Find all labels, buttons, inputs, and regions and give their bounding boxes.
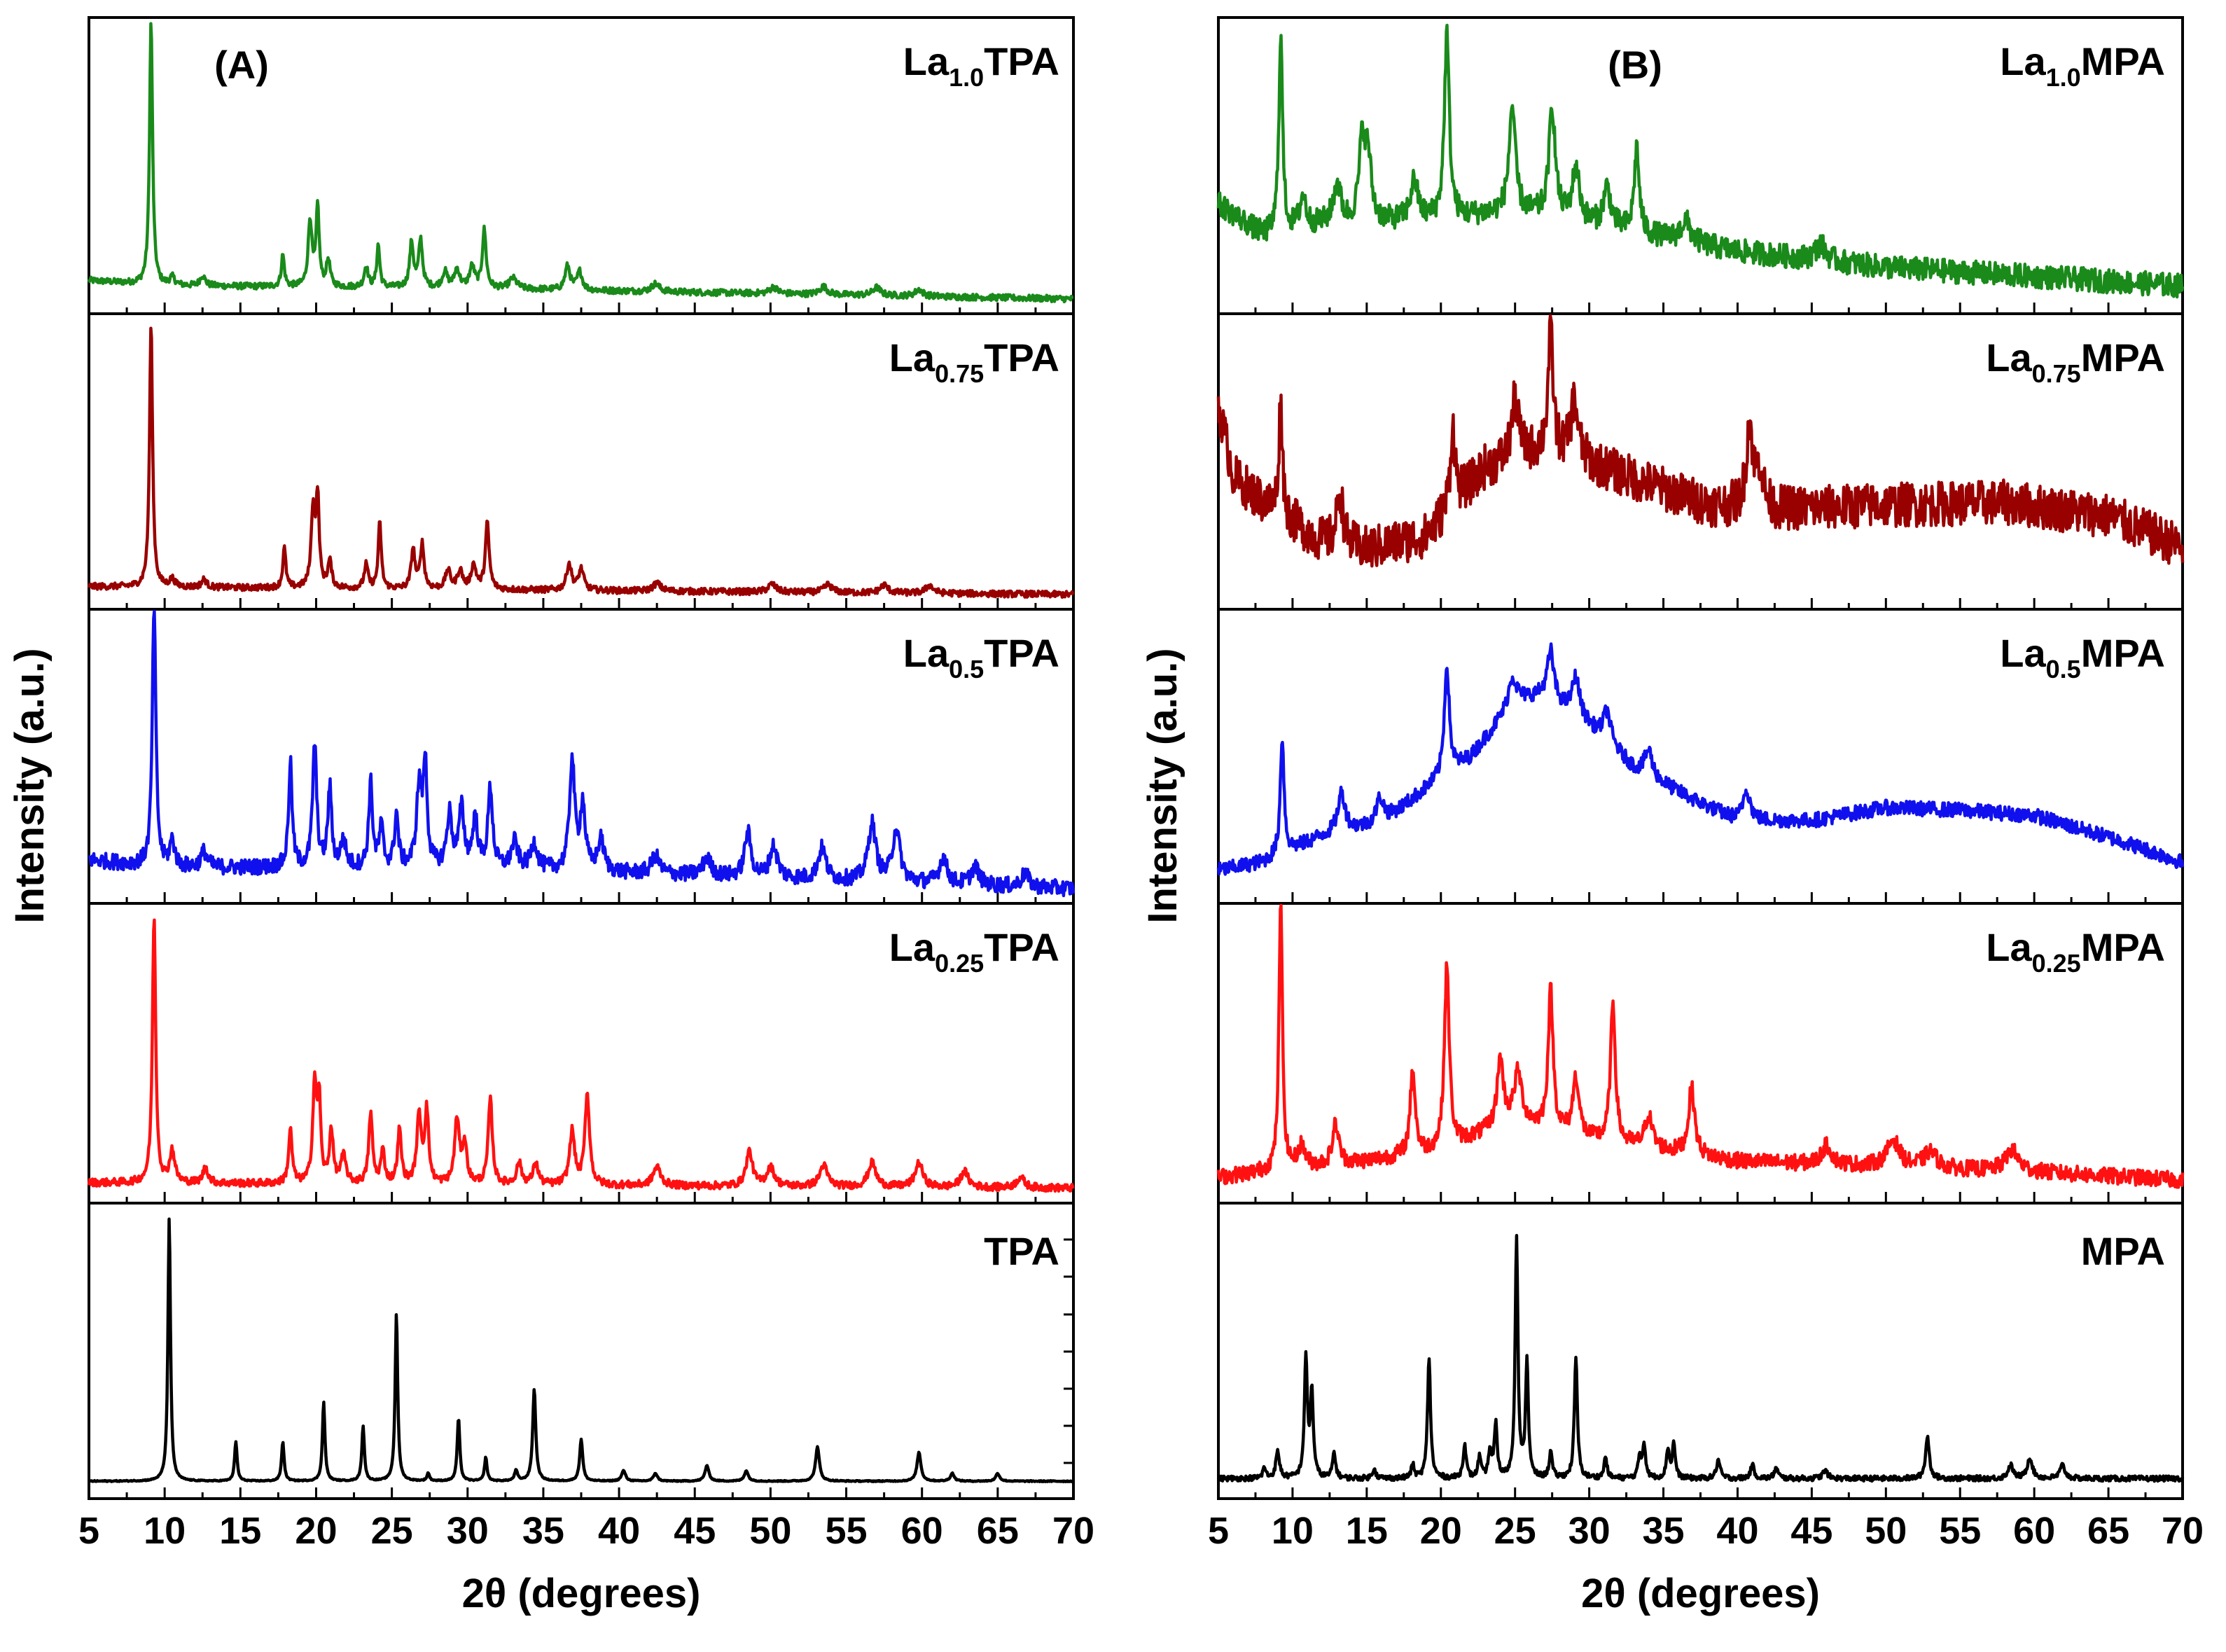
series-label: La1.0TPA (903, 39, 1059, 92)
panel-label: (A) (214, 43, 269, 87)
series-line-La0.75MPA (1216, 314, 2185, 568)
x-tick-label: 30 (447, 1510, 489, 1552)
x-tick-label: 30 (1568, 1510, 1611, 1552)
series-label: La0.75MPA (1986, 335, 2165, 388)
series-label: La0.25TPA (889, 925, 1059, 978)
series-line-La0.5MPA (1216, 642, 2185, 876)
x-tick-label: 70 (1052, 1510, 1094, 1552)
series-line-La0.75TPA (87, 326, 1075, 599)
series-line-La0.25MPA (1216, 903, 2185, 1189)
series-label: TPA (984, 1229, 1059, 1273)
series-label: La0.25MPA (1986, 925, 2165, 978)
x-tick-label: 55 (825, 1510, 867, 1552)
x-tick-label: 40 (1716, 1510, 1758, 1552)
series-line-La1.0MPA (1216, 23, 2185, 299)
x-tick-label: 5 (78, 1510, 99, 1552)
x-tick-label: 20 (295, 1510, 337, 1552)
x-tick-label: 65 (977, 1510, 1019, 1552)
x-axis-label: 2θ (degrees) (462, 1571, 701, 1616)
x-tick-label: 35 (522, 1510, 564, 1552)
series-label: La0.5MPA (2000, 631, 2165, 683)
series-line-La0.25TPA (87, 918, 1075, 1193)
series-line-TPA (88, 1217, 1075, 1484)
x-tick-label: 25 (1494, 1510, 1536, 1552)
series-line-MPA (1216, 1233, 2185, 1483)
x-axis-label: 2θ (degrees) (1581, 1571, 1820, 1616)
x-tick-label: 50 (749, 1510, 791, 1552)
x-tick-label: 50 (1865, 1510, 1907, 1552)
plot-frame (88, 16, 1075, 1500)
x-tick-label: 35 (1642, 1510, 1684, 1552)
series-label: MPA (2081, 1229, 2165, 1273)
x-tick-label: 5 (1208, 1510, 1229, 1552)
x-tick-label: 45 (1790, 1510, 1832, 1552)
x-tick-label: 40 (598, 1510, 640, 1552)
x-tick-label: 45 (674, 1510, 716, 1552)
panel-b: (B) La1.0MPA La0.75MPA La0.5MPA La0.25MPA MPA… (1208, 16, 2204, 1616)
x-tick-label: 15 (1346, 1510, 1388, 1552)
x-tick-label: 15 (219, 1510, 261, 1552)
x-tick-label: 55 (1939, 1510, 1981, 1552)
series-line-La1.0TPA (87, 22, 1075, 304)
panel-label: (B) (1608, 43, 1662, 87)
series-line-La0.5TPA (88, 609, 1076, 898)
series-label: La0.5TPA (903, 631, 1059, 683)
x-tick-label: 25 (371, 1510, 413, 1552)
x-tick-label: 20 (1420, 1510, 1462, 1552)
x-tick-label: 10 (1272, 1510, 1314, 1552)
series-label: La1.0MPA (2000, 39, 2165, 92)
panel-a: (A) La1.0TPA La0.75TPA La0.5TPA La0.25TPA TPA… (78, 16, 1094, 1616)
x-tick-label: 60 (901, 1510, 943, 1552)
y-axis-label-a: Intensity (a.u.) (7, 648, 53, 923)
series-label: La0.75TPA (889, 335, 1059, 388)
y-axis-label-b: Intensity (a.u.) (1140, 648, 1185, 923)
x-tick-label: 65 (2087, 1510, 2129, 1552)
x-tick-label: 10 (144, 1510, 186, 1552)
x-tick-label: 60 (2013, 1510, 2055, 1552)
x-tick-label: 70 (2162, 1510, 2204, 1552)
